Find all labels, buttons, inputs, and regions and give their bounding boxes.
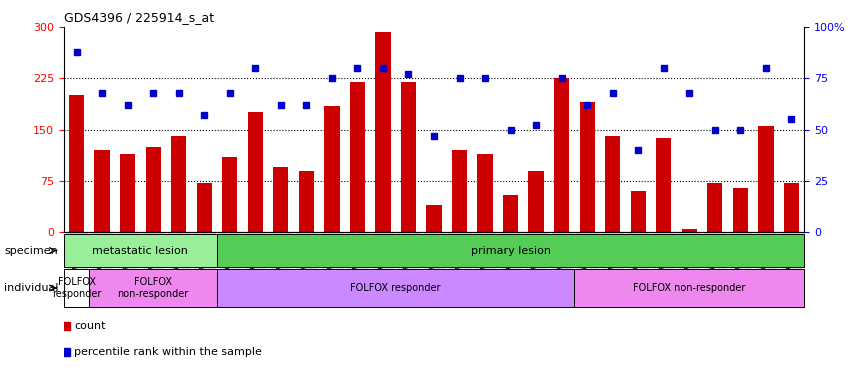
Bar <box>503 195 518 232</box>
Bar <box>64 234 217 267</box>
Bar <box>217 234 804 267</box>
Bar <box>426 205 442 232</box>
Bar <box>248 113 263 232</box>
Bar <box>580 102 595 232</box>
Bar <box>605 136 620 232</box>
Text: FOLFOX responder: FOLFOX responder <box>351 283 441 293</box>
Bar <box>64 269 89 307</box>
Bar <box>784 183 799 232</box>
Bar <box>120 154 135 232</box>
Bar <box>528 170 544 232</box>
Bar <box>69 95 84 232</box>
Bar <box>89 269 217 307</box>
Bar <box>350 82 365 232</box>
Text: FOLFOX
non-responder: FOLFOX non-responder <box>117 277 189 299</box>
Bar <box>273 167 288 232</box>
Bar <box>656 138 671 232</box>
Bar <box>401 82 416 232</box>
Bar <box>146 147 161 232</box>
Bar <box>171 136 186 232</box>
Text: FOLFOX non-responder: FOLFOX non-responder <box>633 283 745 293</box>
Text: GDS4396 / 225914_s_at: GDS4396 / 225914_s_at <box>64 11 214 24</box>
Bar <box>631 191 646 232</box>
Bar <box>94 150 110 232</box>
Bar <box>554 78 569 232</box>
Bar <box>375 31 391 232</box>
Bar <box>682 229 697 232</box>
Bar <box>222 157 237 232</box>
Bar <box>477 154 493 232</box>
Text: metastatic lesion: metastatic lesion <box>93 245 188 256</box>
Bar <box>299 170 314 232</box>
Text: count: count <box>74 321 106 331</box>
Bar <box>733 188 748 232</box>
Bar <box>324 106 340 232</box>
Text: FOLFOX
responder: FOLFOX responder <box>52 277 101 299</box>
Text: primary lesion: primary lesion <box>471 245 551 256</box>
Text: specimen: specimen <box>4 245 58 256</box>
Bar <box>217 269 574 307</box>
Bar <box>452 150 467 232</box>
Text: individual: individual <box>4 283 59 293</box>
Bar <box>758 126 774 232</box>
Bar <box>707 183 722 232</box>
Bar <box>197 183 212 232</box>
Text: percentile rank within the sample: percentile rank within the sample <box>74 347 262 357</box>
Bar <box>574 269 804 307</box>
